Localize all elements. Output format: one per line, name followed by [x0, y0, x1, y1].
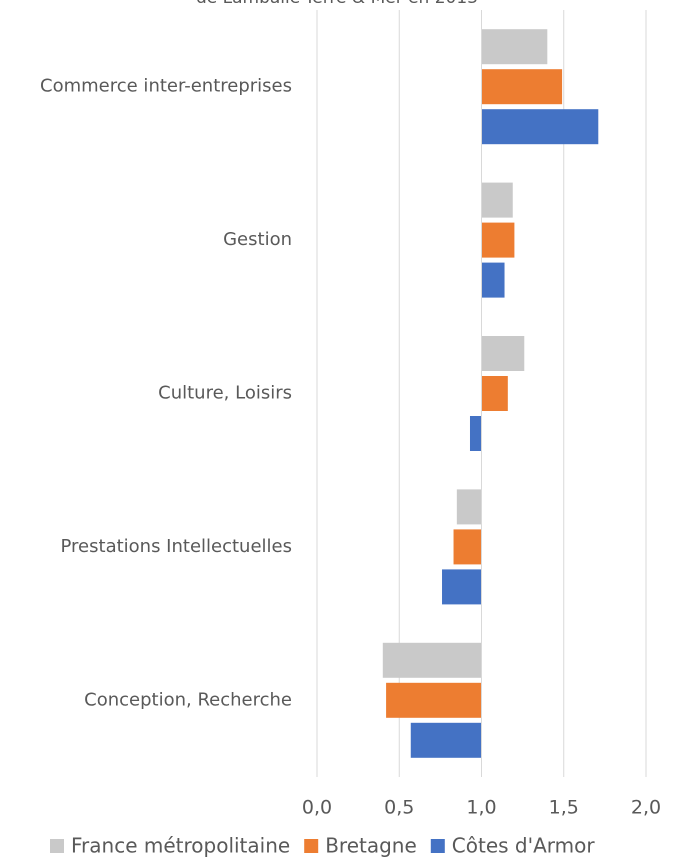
legend-swatch — [430, 839, 445, 853]
legend: France métropolitaine Bretagne Côtes d'Arm… — [50, 834, 595, 858]
bar — [481, 109, 599, 145]
legend-label: France métropolitaine — [71, 834, 290, 858]
legend-swatch — [304, 839, 319, 853]
x-tick-label: 1,5 — [549, 797, 579, 819]
bar — [453, 529, 482, 565]
bar — [469, 416, 482, 451]
legend-swatch — [50, 839, 64, 853]
bar — [481, 182, 513, 218]
x-tick-label: 1,0 — [466, 797, 496, 819]
x-tick-label: 2,0 — [631, 797, 661, 819]
chart-title: de Lamballe-Terre & Mer en 2013 — [196, 0, 478, 8]
bar — [386, 682, 482, 718]
x-tick-label: 0,0 — [302, 797, 332, 819]
bar — [442, 569, 482, 605]
legend-label: Bretagne — [325, 834, 417, 858]
bar — [382, 642, 482, 678]
bar — [481, 376, 508, 411]
bar — [410, 722, 482, 758]
bar — [481, 69, 563, 105]
category-label: Commerce inter-entreprises — [40, 76, 292, 97]
bar — [481, 336, 525, 371]
category-label: Prestations Intellectuelles — [61, 536, 292, 557]
bar — [456, 489, 482, 525]
legend-label: Côtes d'Armor — [452, 834, 596, 858]
category-label: Culture, Loisirs — [158, 383, 292, 404]
category-label: Gestion — [223, 229, 292, 250]
bar — [481, 222, 515, 258]
x-tick-label: 0,5 — [384, 797, 414, 819]
bar — [481, 262, 505, 298]
category-label: Conception, Recherche — [84, 689, 292, 710]
bar — [481, 29, 548, 65]
